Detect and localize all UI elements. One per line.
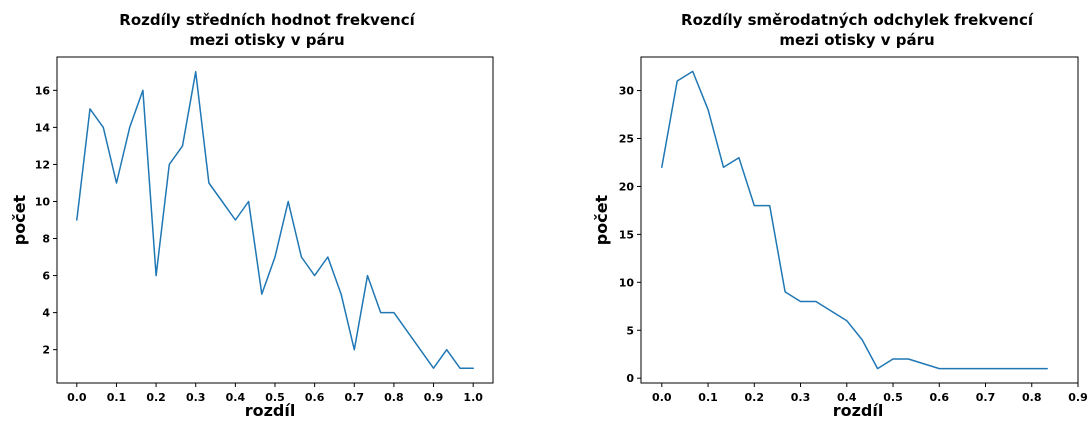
chart-left-series-line (76, 71, 474, 369)
chart-right-x-label: rozdíl (833, 401, 884, 420)
chart-right-x-tick-label: 0.7 (976, 391, 996, 404)
chart-left-plot-area (56, 56, 494, 384)
chart-left-y-tick-label: 16 (35, 84, 51, 97)
chart-right-y-tick-label: 10 (619, 276, 635, 289)
chart-left-x-tick-label: 0.7 (345, 391, 365, 404)
chart-right-y-tick-label: 20 (619, 180, 635, 193)
chart-left-y-tick-label: 12 (35, 158, 50, 171)
chart-left-y-tick-label: 4 (42, 307, 50, 320)
chart-left-y-label: počet (10, 194, 29, 245)
chart-right-y-tick-label: 25 (619, 133, 634, 146)
chart-left-x-tick-label: 0.3 (186, 391, 206, 404)
chart-left-x-tick-label: 0.0 (67, 391, 87, 404)
chart-left-x-tick-label: 1.0 (463, 391, 483, 404)
chart-right-x-ticks: 0.0 0.1 0.2 0.3 0.4 0.5 0.6 0.7 0.8 0.9 (652, 383, 1088, 404)
chart-right-y-tick-label: 5 (626, 324, 634, 337)
chart-left-x-tick-label: 0.2 (146, 391, 166, 404)
chart-right-title: Rozdíly směrodatných odchylek frekvencí (681, 11, 1034, 29)
chart-right-plot-area (640, 56, 1079, 384)
chart-right: Rozdíly směrodatných odchylek frekvencí … (592, 11, 1088, 420)
chart-right-x-tick-label: 0.1 (698, 391, 718, 404)
chart-left-subtitle: mezi otisky v páru (189, 31, 344, 49)
chart-right-y-tick-label: 15 (619, 228, 634, 241)
chart-right-y-tick-label: 30 (619, 85, 635, 98)
chart-right-x-tick-label: 0.9 (1068, 391, 1088, 404)
chart-left-x-label: rozdíl (245, 401, 296, 420)
chart-left-y-ticks: 2 4 6 8 10 12 14 16 (35, 84, 57, 357)
chart-left-y-tick-label: 6 (42, 270, 50, 283)
chart-left-x-tick-label: 0.1 (107, 391, 127, 404)
chart-right-y-tick-label: 0 (626, 372, 634, 385)
chart-left-x-ticks: 0.0 0.1 0.2 0.3 0.4 0.5 0.6 0.7 0.8 0.9 1.0 (67, 383, 483, 404)
chart-left-x-tick-label: 0.4 (226, 391, 246, 404)
chart-left-y-tick-label: 2 (42, 344, 50, 357)
chart-right-y-label: počet (592, 194, 611, 245)
chart-left-y-tick-label: 8 (42, 233, 50, 246)
chart-left-x-tick-label: 0.5 (265, 391, 285, 404)
chart-left-x-tick-label: 0.9 (424, 391, 444, 404)
chart-left-y-tick-label: 14 (35, 121, 51, 134)
chart-right-x-tick-label: 0.3 (791, 391, 811, 404)
chart-right-x-tick-label: 0.2 (745, 391, 765, 404)
chart-right-series-line (661, 70, 1048, 370)
chart-right-subtitle: mezi otisky v páru (779, 31, 934, 49)
chart-left-title: Rozdíly středních hodnot frekvencí (119, 11, 415, 29)
chart-left-x-tick-label: 0.6 (305, 391, 325, 404)
chart-right-x-tick-label: 0.8 (1022, 391, 1042, 404)
chart-left-x-tick-label: 0.8 (384, 391, 404, 404)
chart-right-x-tick-label: 0.5 (883, 391, 903, 404)
chart-right-x-tick-label: 0.6 (930, 391, 950, 404)
chart-left-y-tick-label: 10 (35, 195, 51, 208)
chart-right-y-ticks: 0 5 10 15 20 25 30 (619, 85, 641, 385)
chart-right-x-tick-label: 0.0 (652, 391, 672, 404)
chart-right-x-tick-label: 0.4 (837, 391, 857, 404)
chart-left: Rozdíly středních hodnot frekvencí mezi … (10, 11, 494, 420)
